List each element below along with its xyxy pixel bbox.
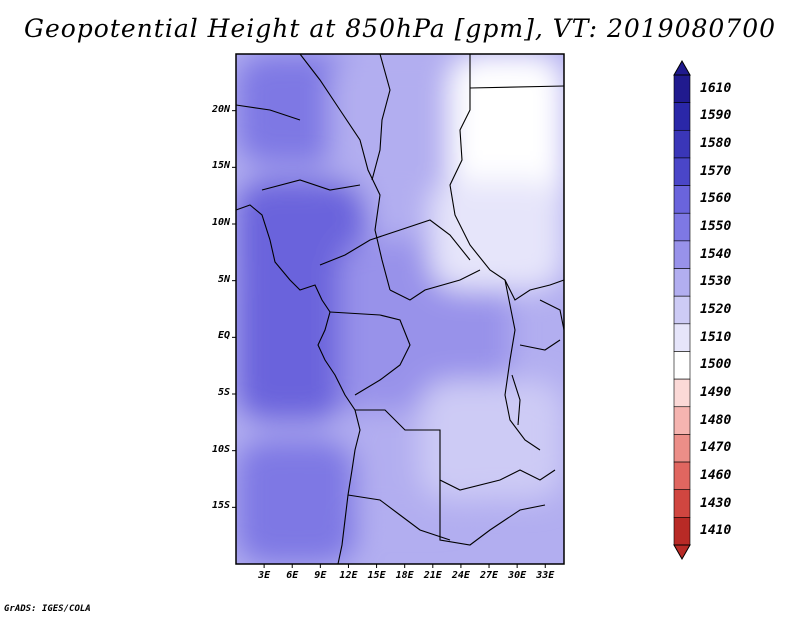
colorbar-label: 1490 [700,384,732,400]
colorbar-label: 1570 [700,163,732,179]
x-tick-label: 15E [367,570,386,581]
chart-title: Geopotential Height at 850hPa [gpm], VT:… [23,14,777,43]
colorbar-label: 1430 [700,495,732,511]
x-tick-label: 27E [479,570,499,581]
x-tick-label: 21E [423,570,442,581]
x-tick-label: 6E [286,570,299,581]
colorbar-label: 1590 [700,108,732,124]
colorbar-swatch [673,240,691,269]
field-region-central-sahara [330,54,470,204]
x-tick-label: 12E [339,570,358,581]
y-tick-label: 5S [217,387,230,398]
x-tick-label: 3E [258,570,271,581]
colorbar-label: 1610 [700,80,732,96]
colorbar-label: 1460 [700,467,732,483]
colorbar-swatch [673,268,691,297]
colorbar-swatch [673,129,691,159]
y-tick-label: 5N [217,273,230,285]
colorbar [673,59,691,561]
footer-credit: GrADS: IGES/COLA [4,604,91,614]
colorbar-swatch [673,517,691,546]
field-region-gulf-of-guinea [236,260,346,420]
x-tick-label: 24E [451,570,470,581]
colorbar-swatch [673,102,691,131]
colorbar-label: 1470 [700,440,732,456]
colorbar-swatch [673,185,691,214]
colorbar-swatch [673,434,691,463]
field-region-zambia [420,380,564,500]
colorbar-bottom-arrow [673,544,691,561]
plot-frame [235,53,565,565]
x-tick-label: 30E [508,570,527,581]
field-region-east-sudan [430,180,564,290]
colorbar-label: 1560 [700,191,732,207]
colorbar-label: 1520 [700,302,732,317]
coastlines-and-borders [235,53,565,565]
field-region-southwest [236,440,356,564]
colorbar-top-arrow [673,59,691,76]
colorbar-swatch [673,212,691,242]
colorbar-label: 1580 [700,136,732,152]
y-tick-label: 20N [211,103,230,115]
colorbar-label: 1500 [700,357,732,373]
colorbar-swatch [673,406,691,435]
colorbar-swatch [673,323,691,352]
colorbar-label: 1510 [700,329,732,345]
colorbar-swatch [673,489,691,518]
x-tick-label: 9E [314,570,327,581]
colorbar-swatch [673,157,691,186]
height-field [236,54,564,564]
colorbar-label: 1530 [700,274,732,290]
colorbar-swatch [673,74,691,103]
colorbar-label: 1410 [700,523,732,539]
colorbar-swatch [673,351,691,380]
x-tick-label: 18E [395,570,414,581]
colorbar-swatch [673,461,691,491]
x-tick-label: 33E [536,570,555,581]
axis-ticks [232,110,546,568]
y-tick-label: 15S [211,500,230,512]
y-tick-label: 10S [211,443,230,455]
colorbar-label: 1480 [700,412,732,428]
y-tick-label: 10N [211,217,230,228]
y-tick-label: 15N [211,160,230,172]
colorbar-label: 1550 [700,219,732,235]
y-tick-label: EQ [217,330,230,342]
colorbar-label: 1540 [700,246,732,262]
colorbar-swatch [673,378,691,408]
colorbar-swatch [673,295,691,325]
